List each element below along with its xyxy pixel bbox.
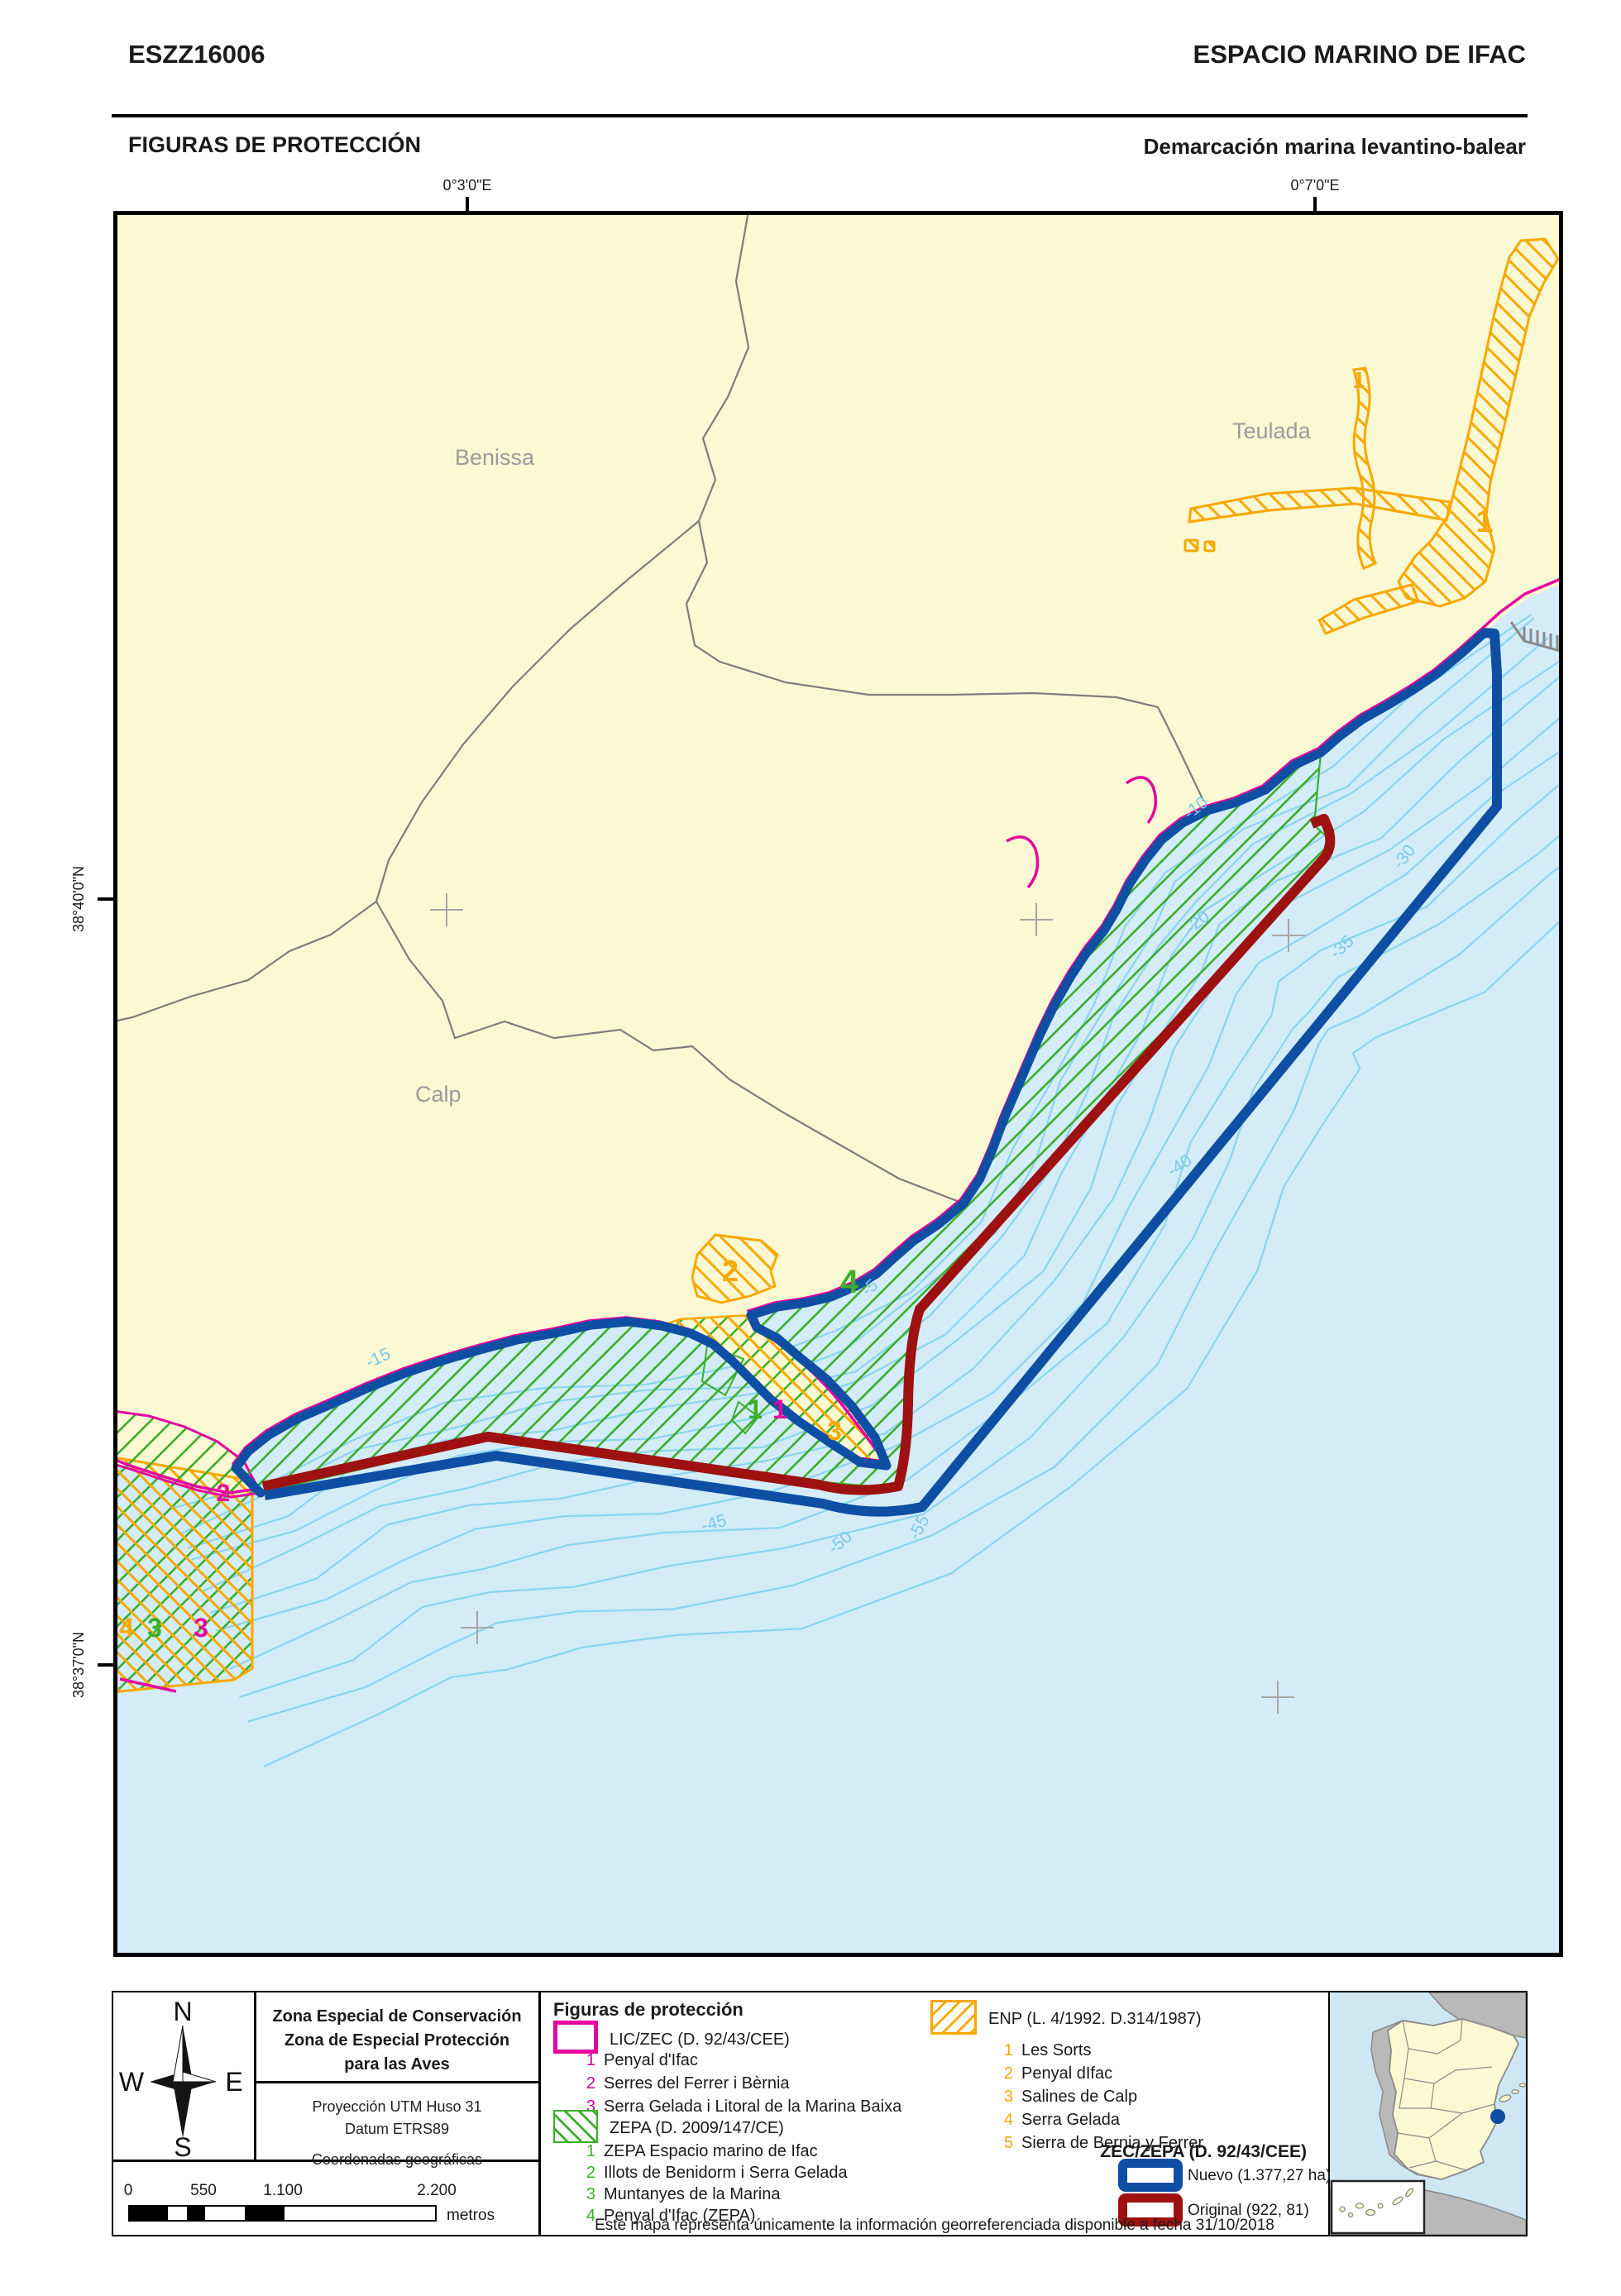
area-number-label: 2 — [217, 1480, 231, 1507]
graticule-crosses — [430, 893, 1305, 1714]
latitude-label: 38°40'0"N — [70, 865, 87, 933]
nuevo-swatch — [1118, 2159, 1183, 2192]
map-canvas: BenissaTeuladaCalp-5-10-15-20-30-35-40-4… — [113, 211, 1563, 1957]
latitude-label: 38°37'0"N — [70, 1631, 87, 1699]
compass-w: W — [119, 2067, 145, 2097]
enp-salines-area — [691, 1233, 779, 1304]
enp-swatch — [930, 2000, 977, 2035]
area-number-label: 4 — [840, 1264, 859, 1300]
latitude-tick — [98, 897, 114, 901]
legend-item: 2 Serres del Ferrer i Bèrnia — [586, 2074, 790, 2093]
area-number-label: 3 — [194, 1613, 208, 1643]
legend-item: 3 Muntanyes de la Marina — [586, 2185, 781, 2203]
subtitle-left: FIGURAS DE PROTECCIÓN — [128, 132, 422, 157]
latitude-tick — [98, 1663, 114, 1667]
header-divider — [112, 114, 1528, 117]
area-number-label: 3 — [827, 1416, 842, 1446]
legend-item: 5 Sierra de Bernia y Ferrer — [1003, 2134, 1204, 2152]
area-number-label: 2 — [722, 1254, 739, 1288]
longitude-tick — [466, 197, 469, 212]
enp-header: ENP (L. 4/1992. D.314/1987) — [988, 2010, 1202, 2028]
legend-item: 1 Penyal d'Ifac — [586, 2051, 698, 2069]
longitude-label: 0°7'0"E — [1290, 177, 1340, 194]
compass-n: N — [173, 1997, 192, 2026]
location-dot — [1490, 2109, 1505, 2124]
zeczepa-header: ZEC/ZEPA (D. 92/43/CEE) — [1100, 2142, 1307, 2161]
legend-title: Figuras de protección — [553, 1999, 744, 2020]
spain-locator-inset — [1330, 1992, 1526, 2235]
projection-block: Proyección UTM Huso 31 Datum ETRS89 Coor… — [311, 2098, 483, 2168]
municipal-boundaries — [113, 211, 1204, 1205]
legend-item: 4 Penyal d'Ifac (ZEPA) — [586, 2207, 756, 2225]
legend-item: 1 ZEPA Espacio marino de Ifac — [586, 2142, 818, 2160]
zepa-header: ZEPA (D. 2009/147/CE) — [610, 2119, 784, 2137]
zec-nuevo-boundary-offshore — [263, 628, 1502, 1517]
nuevo-label: Nuevo (1.377,27 ha) — [1188, 2167, 1332, 2184]
canary-inset — [1330, 2179, 1426, 2235]
legend-item: 3 Salines de Calp — [1003, 2088, 1138, 2106]
legend-item: 3 Serra Gelada i Litoral de la Marina Bai… — [586, 2097, 902, 2116]
subtitle-right: Demarcación marina levantino-balear — [1143, 134, 1526, 159]
lic-header: LIC/ZEC (D. 92/43/CEE) — [610, 2031, 790, 2049]
place-label: Teulada — [1232, 419, 1312, 443]
lic-swatch — [553, 2021, 598, 2054]
area-number-label: 1 — [1475, 505, 1493, 539]
compass-s: S — [174, 2132, 191, 2160]
longitude-label: 0°3'0"E — [442, 177, 492, 194]
enp-les-sorts-area — [1183, 237, 1560, 635]
province-borders — [1397, 2018, 1495, 2171]
spain-shape — [1387, 2018, 1520, 2180]
sheet-code: ESZZ16006 — [128, 40, 265, 69]
legend-item: 1 Les Sorts — [1003, 2041, 1092, 2059]
compass-rose-icon: N W E S — [119, 1997, 243, 2160]
original-swatch — [1118, 2193, 1183, 2227]
place-label: Benissa — [455, 445, 535, 470]
page-title: ESPACIO MARINO DE IFAC — [1193, 40, 1526, 69]
land — [113, 211, 1563, 1497]
designation-block: Zona Especial de Conservación Zona de Es… — [272, 2007, 522, 2074]
area-number-label: 3 — [147, 1613, 162, 1643]
area-number-label: 1 — [748, 1394, 763, 1424]
area-number-label: 1 — [1352, 367, 1365, 393]
zec-original-boundary — [261, 814, 1336, 1495]
original-label: Original (922, 81) — [1188, 2202, 1309, 2219]
area-number-label: 1 — [772, 1394, 787, 1424]
place-label: Calp — [415, 1082, 461, 1107]
legend-note: Este mapa representa únicamente la infor… — [595, 2217, 1274, 2234]
area-number-label: 4 — [119, 1613, 134, 1643]
legend — [112, 1991, 1528, 2236]
compass-e: E — [225, 2067, 242, 2097]
longitude-tick — [1313, 197, 1317, 212]
zepa-swatch — [553, 2110, 598, 2143]
protected-area-land-tip — [113, 1409, 263, 1499]
legend-item: 4 Serra Gelada — [1003, 2111, 1120, 2129]
scale-unit: metros — [447, 2207, 495, 2224]
legend-item: 2 Illots de Benidorm i Serra Gelada — [586, 2164, 848, 2182]
map-frame — [113, 211, 1563, 1957]
harbor-icon — [1509, 621, 1563, 653]
zec-nuevo-boundary-coastal — [231, 628, 1490, 1498]
protected-area-sw-square — [113, 1456, 254, 1694]
balearic-islands — [1499, 2083, 1526, 2102]
legend-item: 2 Penyal dIfac — [1003, 2064, 1113, 2083]
